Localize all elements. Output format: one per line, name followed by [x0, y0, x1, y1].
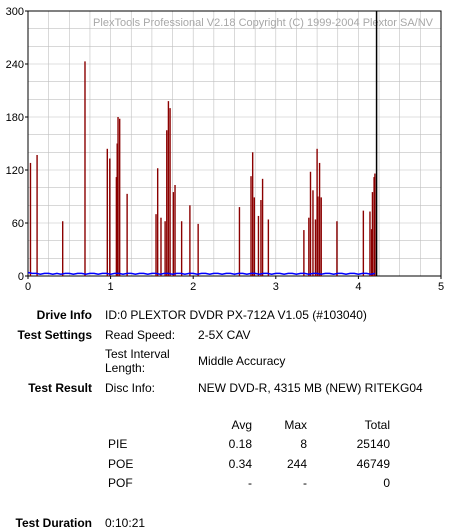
drive-info-value: ID:0 PLEXTOR DVDR PX-712A V1.05 (#103040…: [105, 308, 367, 322]
chart-grid: [27, 10, 442, 277]
stats-row-name: POE: [108, 457, 134, 471]
x-tick-label: 2: [190, 281, 196, 293]
read-speed-value: 2-5X CAV: [198, 328, 251, 342]
stats-header-total: Total: [364, 418, 390, 432]
poe-series: [29, 61, 376, 276]
stats-row-max: 244: [286, 457, 307, 471]
x-tick-label: 4: [355, 281, 361, 293]
plot-border: [27, 10, 442, 277]
x-tick-label: 1: [108, 281, 114, 293]
interval-value: Middle Accuracy: [198, 354, 286, 368]
stats-row-name: POF: [108, 476, 133, 490]
test-duration-label: Test Duration: [15, 516, 92, 530]
test-duration-value: 0:10:21: [105, 516, 146, 530]
stats-row-name: PIE: [108, 437, 128, 451]
error-rate-chart: 0 60 120 180 240 300 0 1 2 3 4 5 PlexTools Profess…: [6, 6, 444, 293]
stats-row-total: 0: [383, 476, 390, 490]
drive-info-label: Drive Info: [36, 308, 92, 322]
test-result-label: Test Result: [28, 381, 92, 395]
y-tick-label: 300: [6, 6, 24, 18]
read-speed-label: Read Speed:: [105, 328, 176, 342]
stats-row-total: 25140: [356, 437, 390, 451]
stats-row-max: -: [303, 476, 307, 490]
x-tick-label: 0: [25, 281, 31, 293]
y-axis-ticks: 0 60 120 180 240 300: [6, 6, 28, 283]
stats-row-avg: 0.18: [228, 437, 252, 451]
x-tick-label: 5: [438, 281, 444, 293]
x-axis-ticks: 0 1 2 3 4 5: [25, 276, 444, 293]
test-settings-label: Test Settings: [17, 328, 92, 342]
interval-label-line2: Length:: [105, 361, 146, 375]
y-tick-label: 0: [18, 271, 24, 283]
stats-row-total: 46749: [356, 457, 390, 471]
disc-info-label: Disc Info:: [105, 381, 156, 395]
x-tick-label: 3: [273, 281, 279, 293]
y-tick-label: 240: [6, 59, 24, 71]
stats-row-avg: -: [248, 476, 252, 490]
stats-row-avg: 0.34: [228, 457, 252, 471]
stats-row-max: 8: [300, 437, 307, 451]
chart-watermark: PlexTools Professional V2.18 Copyright (…: [93, 17, 434, 29]
y-tick-label: 120: [6, 165, 24, 177]
stats-header-max: Max: [284, 418, 307, 432]
interval-label-line1: Test Interval: [105, 347, 170, 361]
y-tick-label: 180: [6, 112, 24, 124]
disc-info-value: NEW DVD-R, 4315 MB (NEW) RITEKG04: [198, 381, 423, 395]
y-tick-label: 60: [12, 218, 24, 230]
pie-series-line: [27, 271, 376, 275]
stats-header-avg: Avg: [231, 418, 252, 432]
